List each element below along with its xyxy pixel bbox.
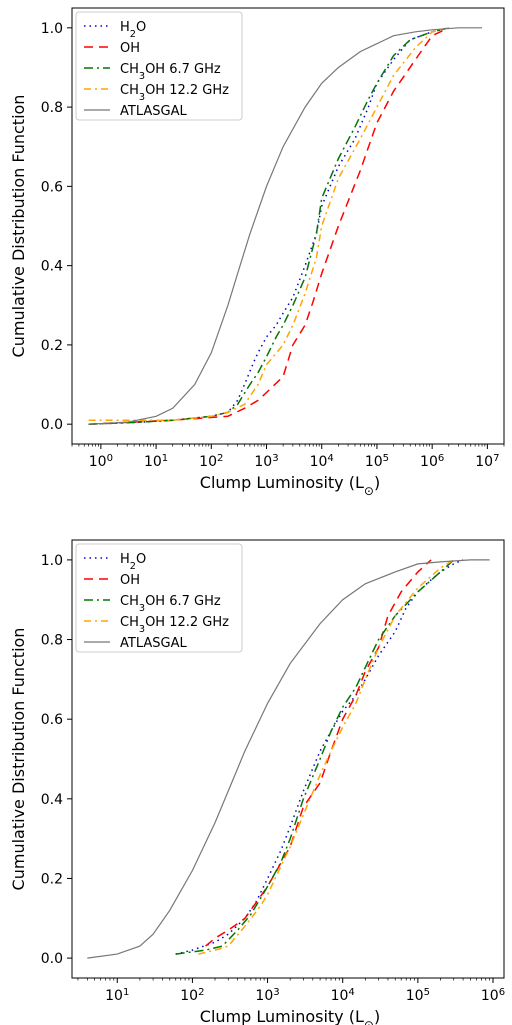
x-tick-label: 102 [180, 987, 204, 1005]
y-tick-label: 0.0 [41, 417, 63, 433]
y-tick-label: 0.4 [41, 259, 63, 275]
x-tick-label: 103 [254, 453, 278, 471]
series-line-2 [205, 559, 432, 947]
x-tick-label: 100 [89, 453, 113, 471]
x-tick-label: 104 [331, 987, 355, 1005]
legend-box [75, 543, 243, 653]
x-tick-label: 105 [365, 453, 389, 471]
x-tick-label: 104 [310, 453, 334, 471]
legend-label-4: CH3OH 12.2 GHz [120, 615, 229, 635]
legend-label-3: CH3OH 6.7 GHz [120, 594, 221, 614]
series-line-5 [87, 559, 490, 959]
y-tick-label: 1.0 [41, 21, 63, 37]
y-tick-label: 0.2 [41, 871, 63, 887]
y-tick-label: 0.4 [41, 792, 63, 808]
y-axis-label: Cumulative Distribution Function [9, 95, 28, 358]
plot-frame [71, 7, 505, 445]
x-axis-label: Clump Luminosity (L⊙) [200, 473, 380, 498]
series-group [88, 27, 482, 425]
x-tick-label: 106 [481, 987, 505, 1005]
x-axis-label: Clump Luminosity (L⊙) [200, 1007, 380, 1025]
legend-label-5: ATLASGAL [120, 104, 187, 119]
y-tick-label: 0.6 [41, 179, 63, 195]
y-tick-label: 1.0 [41, 553, 63, 569]
x-tick-label: 105 [406, 987, 430, 1005]
legend-label-1: H2O [120, 552, 146, 572]
y-tick-label: 0.2 [41, 338, 63, 354]
y-tick-label: 0.8 [41, 633, 63, 649]
legend-label-1: H2O [120, 20, 146, 40]
chart-panel-2: 101 102 103 104 105 106 0.0 0.2 0.4 0.6 0.8 1.0 Clum… [9, 539, 505, 1025]
legend-label-2: OH [120, 41, 140, 56]
x-tick-label: 102 [199, 453, 223, 471]
y-tick-label: 0.6 [41, 712, 63, 728]
x-tick-label: 107 [475, 453, 499, 471]
chart-panel-1: 100 101 102 103 104 105 106 107 0.0 0.2 0.4 0.6 0.8 1… [9, 7, 505, 498]
x-tick-label: 101 [105, 987, 129, 1005]
series-line-3 [88, 27, 449, 425]
y-axis-label: Cumulative Distribution Function [9, 628, 28, 891]
series-line-2 [88, 27, 450, 425]
y-tick-label: 0.8 [41, 100, 63, 116]
legend-label-5: ATLASGAL [120, 636, 187, 651]
plot-frame [71, 539, 505, 979]
legend-label-3: CH3OH 6.7 GHz [120, 62, 221, 82]
y-tick-label: 0.0 [41, 951, 63, 967]
series-line-4 [198, 559, 455, 955]
x-tick-label: 103 [255, 987, 279, 1005]
legend-label-4: CH3OH 12.2 GHz [120, 83, 229, 103]
x-tick-label: 101 [144, 453, 168, 471]
x-tick-label: 106 [420, 453, 444, 471]
legend-label-2: OH [120, 573, 140, 588]
series-group [87, 559, 490, 959]
series-line-4 [88, 27, 449, 421]
legend-box [75, 11, 243, 121]
series-line-5 [88, 27, 482, 425]
